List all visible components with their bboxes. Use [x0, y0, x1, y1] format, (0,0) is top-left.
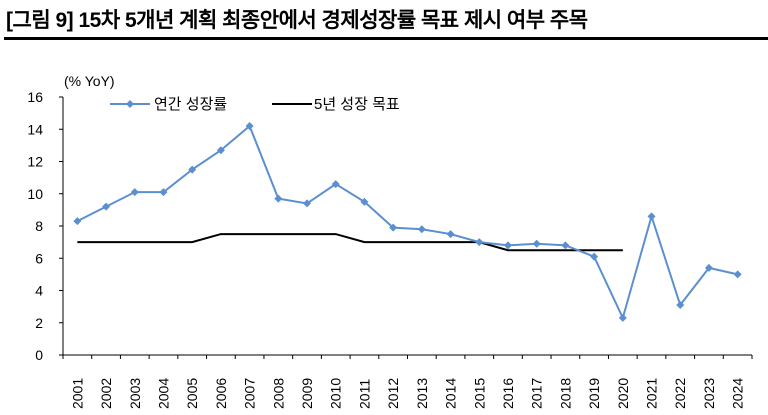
- x-tick-label: 2024: [730, 378, 746, 409]
- data-point: [188, 165, 197, 174]
- x-tick-label: 2015: [471, 378, 487, 409]
- data-point: [73, 217, 82, 226]
- figure-title: [그림 9] 15차 5개년 계획 최종안에서 경제성장률 목표 제시 여부 주…: [6, 9, 588, 32]
- data-point: [590, 252, 599, 261]
- title-rule: [4, 37, 768, 40]
- data-point: [733, 270, 742, 279]
- x-tick-label: 2003: [127, 378, 143, 409]
- data-point: [532, 239, 541, 248]
- data-point: [274, 194, 283, 203]
- data-point: [475, 238, 484, 247]
- x-tick-label: 2012: [385, 378, 401, 409]
- y-tick-label: 8: [35, 218, 43, 234]
- x-tick-label: 2011: [356, 379, 372, 409]
- y-tick-label: 6: [35, 250, 43, 266]
- data-point: [618, 313, 627, 322]
- data-point: [102, 202, 111, 211]
- data-point: [245, 122, 254, 131]
- x-tick-label: 2008: [270, 378, 286, 409]
- x-tick-label: 2016: [500, 378, 516, 409]
- x-tick-label: 2013: [414, 378, 430, 409]
- data-point: [159, 188, 168, 197]
- data-point: [303, 199, 312, 208]
- series-line-annual: [76, 124, 738, 321]
- data-point: [360, 197, 369, 206]
- legend-label-target: 5년 성장 목표: [314, 96, 400, 113]
- x-tick-label: 2014: [443, 378, 459, 409]
- y-tick-label: 2: [35, 315, 43, 331]
- data-point: [561, 241, 570, 250]
- data-point: [417, 225, 426, 234]
- y-tick-label: 14: [27, 121, 43, 137]
- y-tick-label: 0: [35, 347, 43, 363]
- x-tick-label: 2005: [184, 378, 200, 409]
- legend-label-annual: 연간 성장률: [154, 96, 227, 113]
- x-tick-label: 2020: [615, 378, 631, 409]
- y-axis-label: (% YoY): [64, 73, 115, 89]
- data-point: [130, 188, 139, 197]
- x-tick-label: 2002: [98, 378, 114, 409]
- x-tick-label: 2007: [242, 378, 258, 409]
- y-tick-label: 10: [27, 186, 43, 202]
- data-point: [446, 230, 455, 239]
- x-tick-label: 2009: [299, 378, 315, 409]
- x-tick-label: 2004: [155, 378, 171, 409]
- data-point: [676, 301, 685, 310]
- data-point: [389, 223, 398, 232]
- x-tick-label: 2010: [328, 378, 344, 409]
- data-point: [331, 180, 340, 189]
- x-tick-label: 2001: [69, 378, 85, 409]
- x-tick-label: 2017: [529, 378, 545, 409]
- x-tick-label: 2019: [586, 378, 602, 409]
- y-tick-label: 16: [27, 89, 43, 105]
- data-point: [704, 263, 713, 272]
- x-tick-label: 2018: [557, 378, 573, 409]
- data-point: [216, 146, 225, 155]
- series-line-target: [77, 233, 623, 252]
- legend-marker-annual: [126, 100, 134, 108]
- x-tick-label: 2022: [672, 378, 688, 409]
- x-tick-label: 2021: [644, 378, 660, 409]
- data-point: [503, 241, 512, 250]
- y-tick-label: 4: [35, 283, 43, 299]
- data-point: [647, 212, 656, 221]
- y-tick-label: 12: [27, 154, 43, 170]
- x-tick-label: 2023: [701, 378, 717, 409]
- x-tick-label: 2006: [213, 378, 229, 409]
